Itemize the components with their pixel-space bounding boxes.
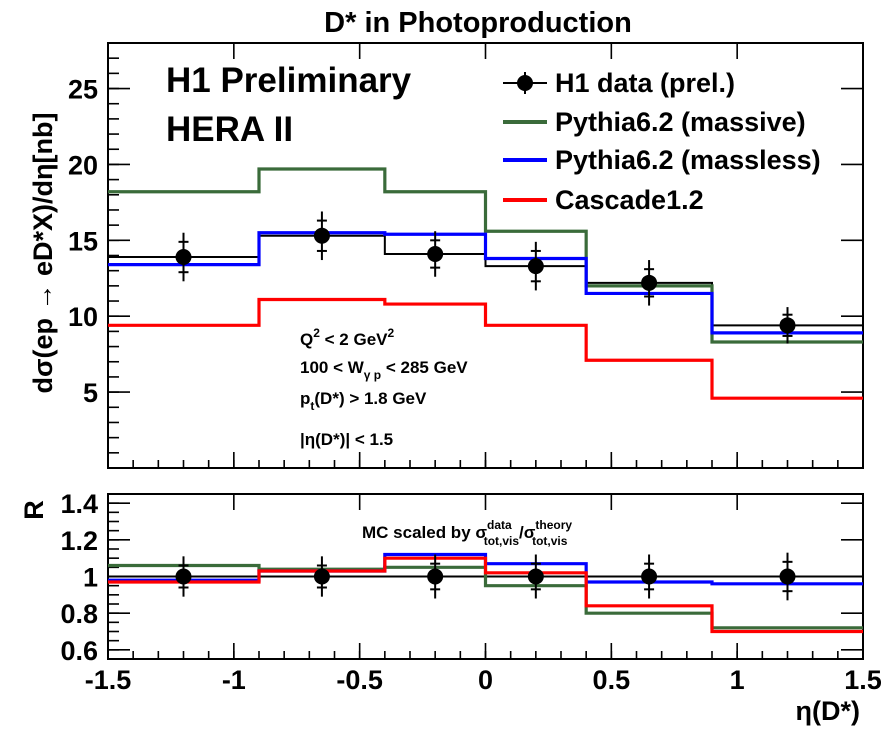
legend-label-cascade: Cascade1.2	[555, 185, 704, 215]
data-point	[779, 317, 796, 334]
x-tick-label: -0.5	[336, 665, 383, 695]
x-tick-label: 1.5	[844, 665, 882, 695]
y-tick-label: 5	[83, 378, 98, 408]
chart-title: D* in Photoproduction	[324, 7, 632, 39]
legend-label-massless: Pythia6.2 (massless)	[555, 145, 821, 175]
data-point	[313, 227, 330, 244]
x-tick-label: 0	[478, 665, 493, 695]
data-point	[779, 568, 796, 585]
x-tick-label: -1	[222, 665, 246, 695]
bottom-x-axis: -1.5 -1 -0.5 0 0.5 1 1.5	[85, 665, 882, 695]
h1-preliminary-label: H1 Preliminary	[166, 61, 412, 100]
legend-data-marker	[517, 75, 533, 91]
data-point	[641, 274, 658, 291]
y-tick-label: 25	[68, 75, 98, 105]
y-tick-label: 0.8	[60, 599, 98, 629]
y-tick-label: 10	[68, 302, 98, 332]
cut-eta: |η(D*)| < 1.5	[300, 430, 393, 449]
cut-wgp: 100 < Wγ p < 285 GeV	[300, 358, 468, 382]
cut-q2: Q2 < 2 GeV2	[300, 326, 395, 349]
legend-label-massive: Pythia6.2 (massive)	[555, 107, 806, 137]
bottom-y-axis-label: R	[19, 500, 49, 520]
legend-entry-data: H1 data (prel.)	[503, 68, 735, 98]
top-y-axis: 5 10 15 20 25	[68, 42, 864, 469]
cut-pt: pt(D*) > 1.8 GeV	[300, 389, 427, 413]
top-y-axis-label: dσ(ep → eD*X)/dη[nb]	[28, 113, 58, 394]
x-tick-label: 1	[730, 665, 745, 695]
series-line-1	[108, 563, 863, 630]
x-tick-label: -1.5	[85, 665, 132, 695]
series-line-2	[108, 231, 863, 335]
legend-entry-massive: Pythia6.2 (massive)	[503, 107, 806, 137]
data-point	[427, 568, 444, 585]
data-point	[175, 568, 192, 585]
legend-entry-massless: Pythia6.2 (massless)	[503, 145, 821, 175]
hera-label: HERA II	[166, 110, 293, 149]
data-point	[641, 568, 658, 585]
y-tick-label: 1	[83, 563, 98, 593]
data-point	[175, 249, 192, 266]
mc-scaled-note: MC scaled by σdata tot,vis/σtheory tot,vis	[362, 518, 572, 548]
series-line-3	[108, 556, 863, 634]
cuts-block: Q2 < 2 GeV2 100 < Wγ p < 285 GeV pt(D*) …	[300, 326, 468, 449]
bottom-plot-area	[108, 552, 863, 634]
x-tick-label: 0.5	[593, 665, 631, 695]
data-point	[427, 245, 444, 262]
data-point	[527, 568, 544, 585]
y-tick-label: 0.6	[60, 636, 98, 666]
top-plot-area	[108, 167, 863, 400]
legend: H1 data (prel.) Pythia6.2 (massive) Pyth…	[503, 68, 821, 215]
series-line-3	[108, 297, 863, 400]
y-tick-label: 20	[68, 150, 98, 180]
y-tick-label: 1.4	[60, 489, 98, 519]
legend-entry-cascade: Cascade1.2	[503, 185, 704, 215]
data-point	[313, 568, 330, 585]
y-tick-label: 1.2	[60, 526, 98, 556]
legend-label-data: H1 data (prel.)	[555, 68, 735, 98]
x-axis-label: η(D*)	[796, 696, 860, 726]
data-point	[527, 258, 544, 275]
y-tick-label: 15	[68, 226, 98, 256]
